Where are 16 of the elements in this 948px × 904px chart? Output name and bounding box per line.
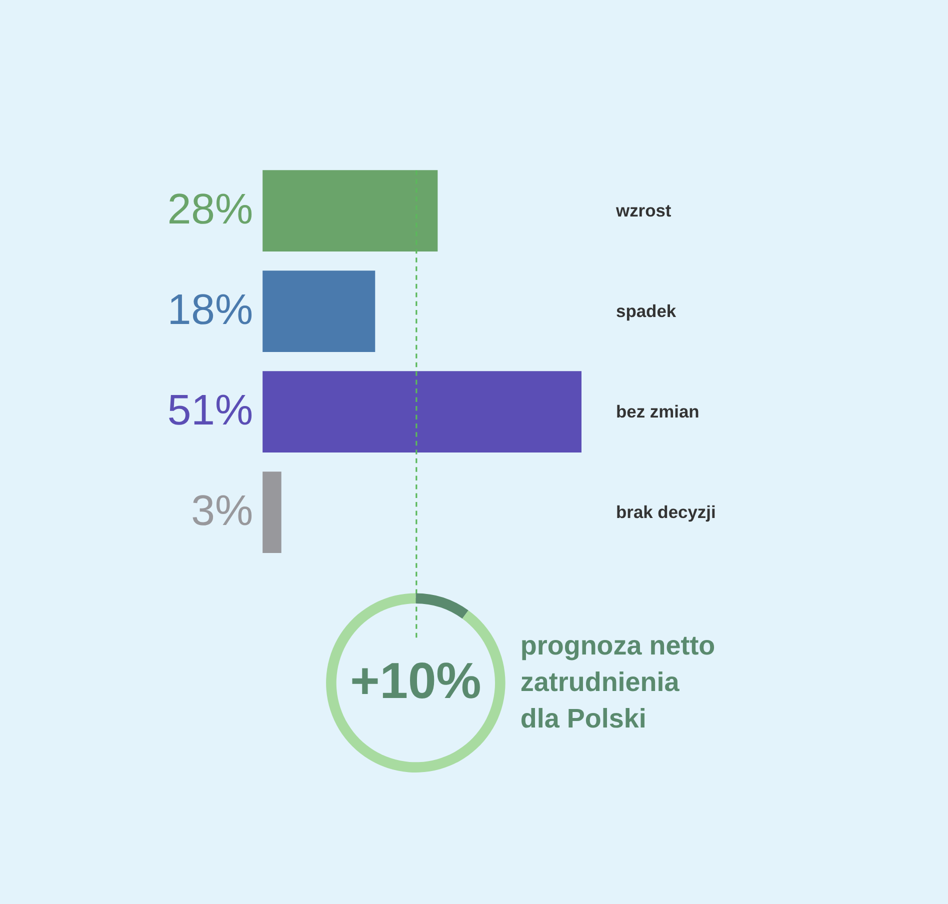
data-label: 18% [167,286,254,334]
donut-slice [416,593,468,619]
bar [262,371,582,453]
bar [262,170,438,252]
y-tick-label: bez zmian [616,401,700,422]
bar [262,270,376,352]
text: +10% [350,652,482,709]
y-tick-label: spadek [616,300,676,321]
y-tick-label: wzrost [615,200,672,220]
data-label: 51% [167,386,254,435]
donut-slice [326,593,506,772]
y-tick-label: brak decyzji [616,502,716,522]
bar [262,472,282,554]
annotation: prognoza netto zatrudnienia dla Polski [520,630,716,734]
data-label: 3% [191,487,254,536]
data-label: 28% [167,186,254,234]
